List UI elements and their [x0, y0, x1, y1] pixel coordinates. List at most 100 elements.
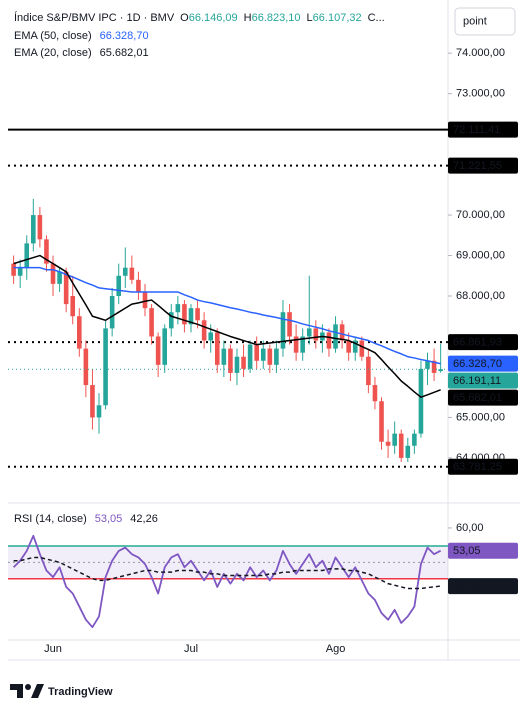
y-tick-label: 74.000,00 — [456, 47, 505, 59]
candle-body — [155, 336, 161, 365]
rsi-line — [12, 534, 442, 629]
candle-body — [122, 267, 128, 276]
level-tag-text: 63.781,25 — [453, 461, 502, 473]
ohlc-key: L — [307, 12, 313, 24]
candle-body — [162, 328, 168, 365]
candle-body — [57, 271, 62, 284]
candle-body — [333, 324, 338, 349]
ema20-tag: 65.682,01 — [448, 389, 518, 406]
ema50-tag-text: 66.328,70 — [453, 358, 502, 370]
rsi-legend-value: 42,26 — [130, 513, 158, 525]
level-tag-box — [448, 334, 518, 351]
candle-body — [37, 215, 43, 240]
candle-body — [96, 405, 102, 418]
legend-name: EMA (50, close) — [14, 30, 92, 42]
candle-body — [136, 279, 141, 292]
rsi-tag: 42,26 — [448, 578, 518, 595]
candle-body — [379, 401, 384, 442]
candle-body — [254, 344, 259, 361]
candle-body — [103, 328, 108, 406]
level-tag-text: 71.221,55 — [453, 160, 502, 172]
ema20-tag-box — [448, 389, 518, 406]
rsi-tag-text: 53,05 — [453, 545, 481, 557]
candle-body — [228, 348, 233, 373]
button-point[interactable]: point — [454, 7, 516, 36]
level-tag: 71.221,55 — [448, 157, 518, 174]
ohlc-key: O — [180, 12, 189, 24]
candle-body — [208, 332, 213, 341]
last-price-tag-text: 66.191,11 — [453, 375, 501, 387]
ema50-tag-box — [448, 355, 518, 372]
logo-slash — [31, 684, 44, 698]
y-tick-label: 73.000,00 — [456, 88, 505, 100]
candle-body — [11, 263, 16, 276]
candle-body — [274, 348, 279, 365]
candle-body — [195, 308, 200, 321]
candle-body — [234, 356, 240, 373]
candle-body — [405, 445, 411, 458]
candle-body — [142, 291, 148, 309]
logo-dot — [25, 684, 31, 690]
candle-body — [50, 263, 56, 284]
candle-body — [182, 304, 187, 325]
level-tag-text: 72.111,41 — [453, 124, 500, 136]
rsi-tag: 53,05 — [448, 542, 518, 559]
y-tick-label: 70.000,00 — [456, 209, 505, 221]
y-tick-label: 65.000,00 — [456, 411, 505, 423]
candle-body — [214, 332, 220, 365]
candle-body — [116, 275, 122, 297]
candle-body — [31, 215, 36, 244]
candle-body — [109, 296, 115, 329]
candle-body — [267, 348, 273, 365]
candle-body — [63, 271, 69, 305]
button-label[interactable]: point — [463, 15, 487, 27]
rsi-tag-box — [448, 578, 518, 595]
candle-body — [260, 348, 266, 361]
button-frame[interactable] — [454, 7, 516, 36]
level-tag-box — [448, 121, 518, 138]
ohlc-value: 66.107,32 — [313, 12, 362, 24]
rsi-title: RSI (14, close) — [14, 513, 87, 525]
ohlc-key: C... — [368, 12, 385, 24]
x-tick-label: Ago — [326, 643, 346, 655]
candle-body — [425, 360, 430, 369]
level-tag-box — [448, 157, 518, 174]
rsi-tag-text: 42,26 — [453, 580, 481, 592]
candle-body — [359, 340, 365, 357]
candle-body — [326, 332, 332, 349]
candle-body — [313, 328, 319, 341]
candle-body — [366, 356, 371, 386]
candle-body — [17, 267, 23, 276]
ema20-tag-text: 65.682,01 — [453, 392, 502, 404]
y-tick-label: 68.000,00 — [456, 290, 505, 302]
ohlc-value: 66.823,10 — [252, 12, 301, 24]
logo-mark — [10, 684, 23, 698]
candle-body — [339, 324, 345, 341]
y-tick-label: 69.000,00 — [456, 249, 505, 261]
candle-body — [77, 316, 82, 349]
candle-body — [398, 433, 404, 458]
candle-body — [24, 243, 30, 268]
candle-body — [188, 308, 194, 325]
level-tag: 72.111,41 — [448, 121, 518, 138]
candle-body — [90, 385, 95, 418]
x-tick-label: Jul — [184, 643, 198, 655]
ema-line — [13, 254, 441, 398]
candle-body — [247, 344, 253, 369]
ohlc-value: 66.146,09 — [189, 12, 238, 24]
candle-body — [83, 348, 89, 386]
level-tag-box — [448, 458, 518, 475]
y-tick-label: 60,00 — [456, 522, 484, 534]
candle-body — [346, 340, 351, 353]
candle-body — [201, 320, 207, 341]
legend-row: EMA (50, close) 66.328,70 — [14, 30, 149, 42]
candle-body — [241, 356, 246, 369]
ema-line — [13, 266, 441, 365]
level-tag: 66.861,93 — [448, 334, 518, 351]
candle-body — [306, 328, 312, 337]
candle-body — [168, 312, 174, 329]
candle-body — [431, 360, 437, 373]
candle-body — [412, 433, 417, 446]
rsi-legend-row: RSI (14, close) 53,05 42,26 — [14, 513, 158, 525]
